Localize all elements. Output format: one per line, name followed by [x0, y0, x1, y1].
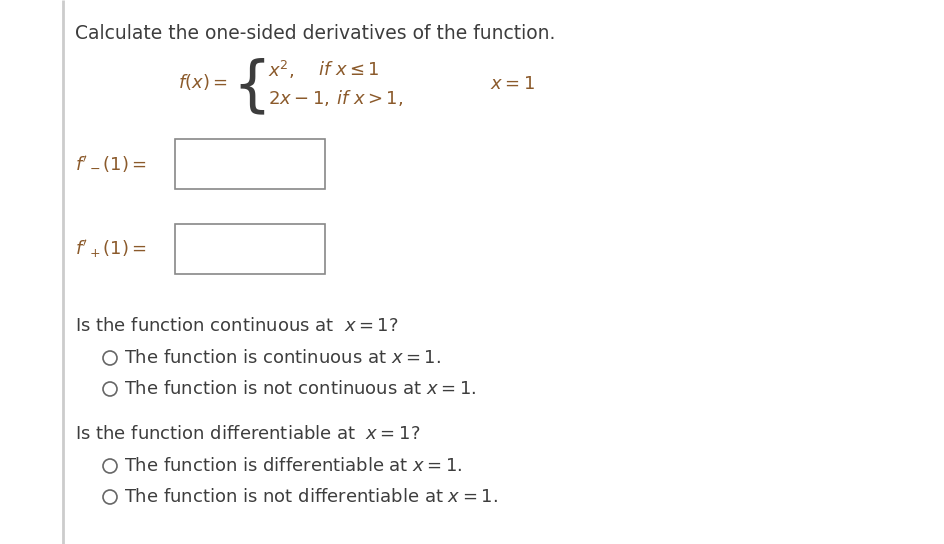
Text: Calculate the one-sided derivatives of the function.: Calculate the one-sided derivatives of t…	[75, 24, 555, 43]
FancyBboxPatch shape	[175, 139, 325, 189]
Text: $f'_-(1)=$: $f'_-(1)=$	[75, 154, 147, 174]
Text: if $x > 1,$: if $x > 1,$	[336, 88, 403, 108]
Text: The function is differentiable at $x = 1$.: The function is differentiable at $x = 1…	[124, 457, 463, 475]
Text: $x = 1$: $x = 1$	[490, 75, 534, 93]
Text: The function is not differentiable at $x = 1$.: The function is not differentiable at $x…	[124, 488, 497, 506]
Text: Is the function continuous at  $x = 1$?: Is the function continuous at $x = 1$?	[75, 317, 398, 335]
Text: if $x \leq 1$: if $x \leq 1$	[318, 61, 379, 79]
Text: $f'_+(1)=$: $f'_+(1)=$	[75, 238, 147, 260]
FancyBboxPatch shape	[175, 224, 325, 274]
Text: $\{$: $\{$	[232, 57, 265, 117]
Text: Is the function differentiable at  $x = 1$?: Is the function differentiable at $x = 1…	[75, 425, 420, 443]
Text: The function is not continuous at $x = 1$.: The function is not continuous at $x = 1…	[124, 380, 476, 398]
Text: The function is continuous at $x = 1$.: The function is continuous at $x = 1$.	[124, 349, 441, 367]
Text: $f(x)=$: $f(x)=$	[178, 72, 228, 92]
Text: $2x - 1,$: $2x - 1,$	[268, 89, 329, 108]
Text: $x^2,$: $x^2,$	[268, 59, 295, 81]
